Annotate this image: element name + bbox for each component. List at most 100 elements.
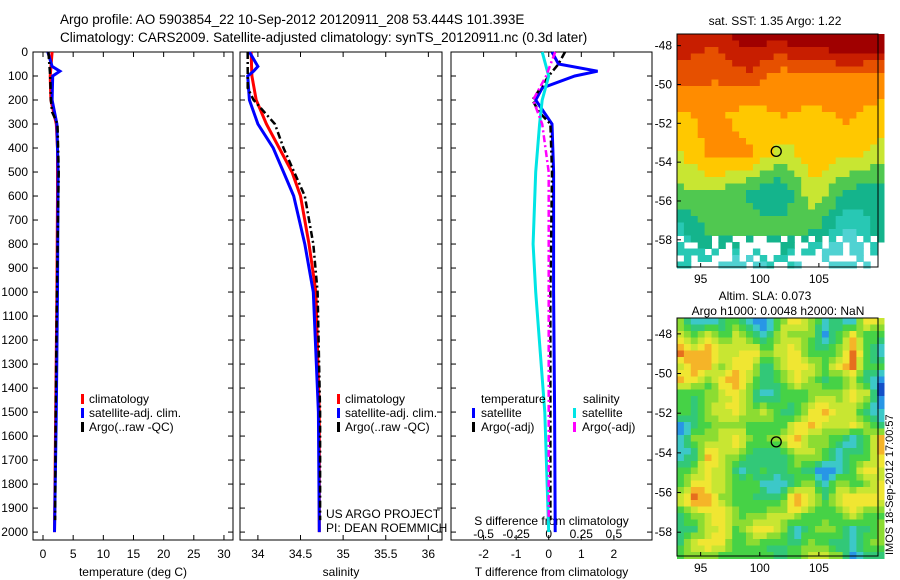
- map-cell: [835, 467, 844, 475]
- map-cell: [815, 105, 823, 113]
- map-cell: [739, 222, 747, 230]
- map-cell: [801, 506, 809, 514]
- map-cell: [683, 125, 692, 132]
- map-cell: [821, 363, 830, 371]
- map-cell: [725, 190, 733, 197]
- map-cell: [828, 337, 837, 345]
- map-cell: [739, 474, 747, 481]
- map-cell: [759, 532, 768, 540]
- map-cell: [821, 190, 830, 197]
- map-cell: [849, 73, 857, 80]
- map-cell: [759, 357, 768, 364]
- map-cell: [808, 402, 816, 410]
- map-cell: [835, 196, 844, 204]
- map-cell: [835, 428, 844, 436]
- map-cell: [863, 363, 871, 371]
- map-cell: [766, 151, 775, 158]
- map-cell: [718, 474, 726, 481]
- map-cell: [732, 324, 740, 332]
- map-cell: [780, 131, 788, 139]
- map-cell: [835, 216, 844, 223]
- map-cell: [677, 157, 685, 165]
- map-cell: [752, 196, 761, 204]
- map-cell: [752, 545, 761, 553]
- map-cell: [808, 138, 816, 145]
- map-cell: [697, 170, 706, 178]
- map-cell: [697, 461, 706, 468]
- map-cell: [683, 415, 692, 423]
- map-cell: [870, 203, 878, 210]
- map-cell: [677, 513, 685, 520]
- map-cell: [677, 422, 685, 429]
- map-cell: [697, 79, 706, 87]
- map-cell: [877, 73, 885, 80]
- map-cell: [725, 545, 733, 553]
- series-line-satellite-adj-clim-: [246, 51, 321, 533]
- map-cell: [794, 474, 802, 481]
- map-cell: [801, 545, 809, 553]
- map-cell: [711, 448, 719, 455]
- map-cell: [842, 92, 850, 100]
- map-cell: [787, 383, 795, 390]
- map-cell: [690, 40, 699, 48]
- map-cell: [870, 396, 878, 403]
- map-cell: [849, 480, 857, 488]
- map-y-tick-label: -56: [655, 486, 673, 500]
- map-cell: [780, 519, 788, 527]
- map-cell: [732, 164, 740, 171]
- map-cell: [835, 539, 844, 546]
- map-cell: [877, 422, 885, 429]
- map-cell: [870, 73, 878, 80]
- map-cell: [683, 467, 692, 475]
- map-cell: [801, 86, 809, 93]
- map-cell: [683, 513, 692, 520]
- map-cell: [739, 363, 747, 371]
- map-cell: [801, 318, 809, 325]
- map-cell: [711, 60, 719, 67]
- map-cell: [704, 73, 712, 80]
- map-cell: [849, 337, 857, 345]
- map-cell: [863, 415, 871, 423]
- map-cell: [725, 112, 733, 119]
- map-cell: [677, 164, 685, 171]
- map-cell: [690, 324, 699, 332]
- map-cell: [815, 539, 823, 546]
- map-cell: [801, 60, 809, 67]
- map-cell: [821, 344, 830, 351]
- map-cell: [801, 183, 809, 191]
- map-cell: [697, 357, 706, 364]
- map-cell: [821, 454, 830, 462]
- map-cell: [711, 92, 719, 100]
- map-cell: [690, 454, 699, 462]
- y-tick-label: 1200: [1, 333, 28, 347]
- map-cell: [732, 73, 740, 80]
- map-cell: [773, 376, 781, 384]
- map-cell: [870, 363, 878, 371]
- map-cell: [877, 99, 885, 106]
- map-cell: [821, 47, 830, 54]
- map-cell: [842, 170, 850, 178]
- map-cell: [690, 519, 699, 527]
- map-cell: [732, 105, 740, 113]
- map-cell: [739, 324, 747, 332]
- map-cell: [683, 396, 692, 403]
- map-cell: [759, 177, 768, 184]
- map-cell: [835, 105, 844, 113]
- map-cell: [683, 164, 692, 171]
- map-cell: [718, 331, 726, 338]
- map-cell: [877, 493, 885, 501]
- map-cell: [759, 428, 768, 436]
- map-cell: [725, 99, 733, 106]
- map-cell: [746, 112, 754, 119]
- map-cell: [732, 513, 740, 520]
- map-cell: [794, 183, 802, 191]
- map-cell: [718, 261, 726, 269]
- map-cell: [801, 177, 809, 184]
- map-cell: [808, 92, 816, 100]
- map-cell: [704, 164, 712, 171]
- map-cell: [773, 255, 781, 262]
- map-cell: [849, 79, 857, 87]
- map-cell: [725, 66, 733, 74]
- map-cell: [711, 428, 719, 436]
- map-cell: [780, 170, 788, 178]
